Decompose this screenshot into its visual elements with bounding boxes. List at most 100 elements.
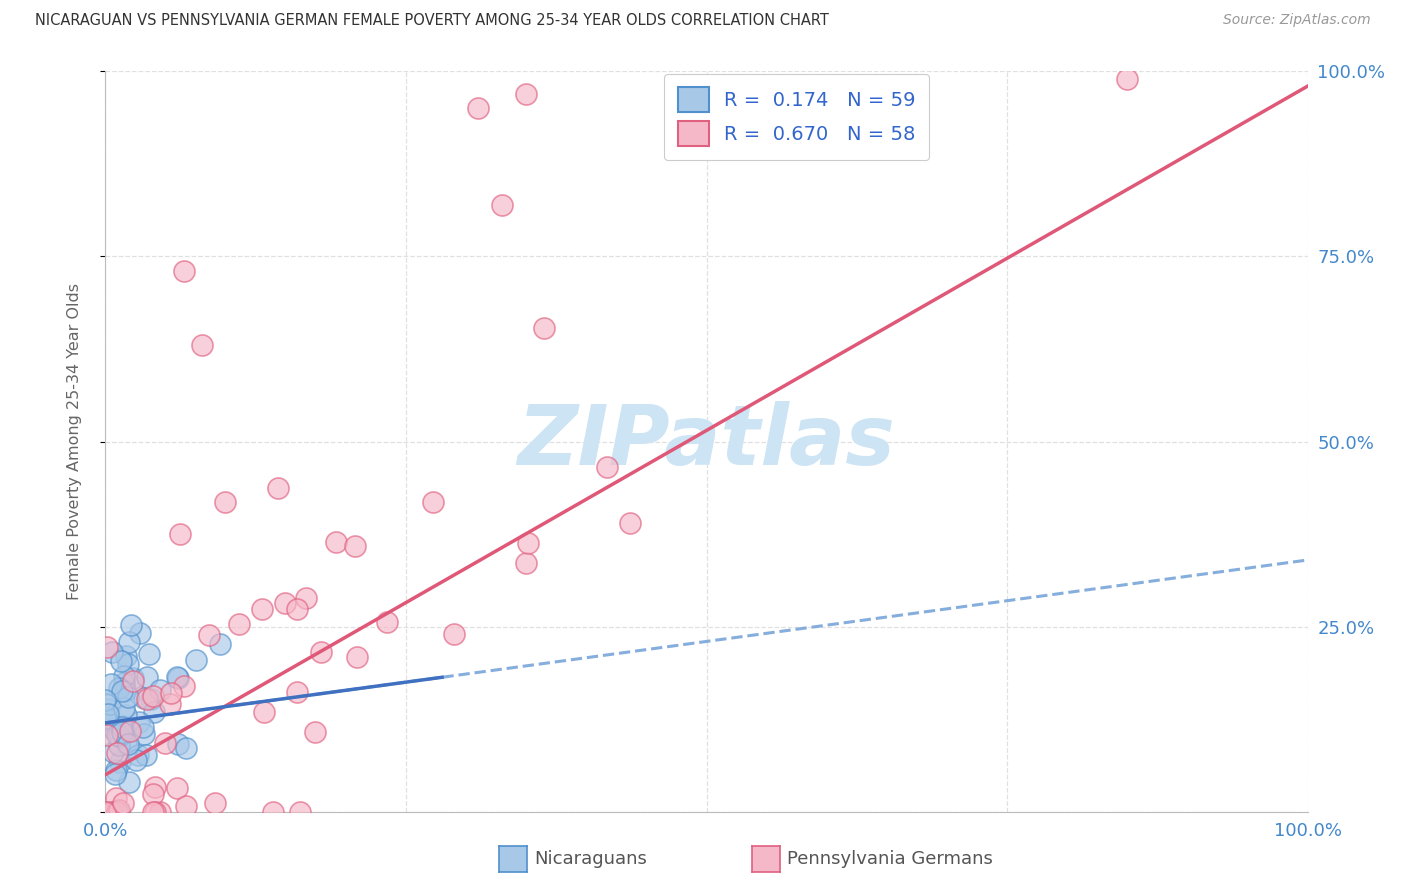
Point <box>174 741 197 756</box>
Point <box>136 670 159 684</box>
Point <box>169 527 191 541</box>
Point <box>117 657 139 671</box>
Point <box>166 670 188 684</box>
Point <box>100 805 122 819</box>
Point <box>190 338 212 352</box>
Point <box>111 720 134 734</box>
Text: NICARAGUAN VS PENNSYLVANIA GERMAN FEMALE POVERTY AMONG 25-34 YEAR OLDS CORRELATI: NICARAGUAN VS PENNSYLVANIA GERMAN FEMALE… <box>35 13 830 29</box>
Point <box>142 787 165 801</box>
Point <box>173 264 195 278</box>
Point <box>209 637 232 651</box>
Point <box>143 705 166 719</box>
Point <box>153 736 176 750</box>
Point <box>204 796 226 810</box>
Legend: R =  0.174   N = 59, R =  0.670   N = 58: R = 0.174 N = 59, R = 0.670 N = 58 <box>664 74 929 160</box>
Point <box>377 615 399 629</box>
Point <box>94 805 117 819</box>
Point <box>252 705 274 719</box>
Point <box>135 692 157 706</box>
Point <box>1116 71 1139 86</box>
Point <box>491 197 513 211</box>
Point <box>166 780 188 795</box>
Point <box>343 539 366 553</box>
Point <box>214 494 236 508</box>
Point <box>117 690 139 705</box>
Point <box>114 683 136 698</box>
Point <box>138 647 160 661</box>
Point <box>250 602 273 616</box>
Point <box>262 805 284 819</box>
Point <box>122 674 145 689</box>
Point <box>111 724 134 739</box>
Text: Nicaraguans: Nicaraguans <box>534 850 647 868</box>
Point <box>110 654 132 668</box>
Point <box>115 736 138 750</box>
Point <box>533 321 555 335</box>
Point <box>120 723 142 738</box>
Point <box>112 669 135 683</box>
Point <box>97 714 120 728</box>
Point <box>149 683 172 698</box>
Point <box>96 805 118 819</box>
Point <box>128 625 150 640</box>
Point <box>97 702 120 716</box>
Point <box>149 805 172 819</box>
Point <box>515 87 537 101</box>
Point <box>108 755 131 769</box>
Point <box>100 805 122 819</box>
Point <box>96 711 118 725</box>
Point <box>108 738 131 752</box>
Point <box>595 459 617 474</box>
Point <box>346 650 368 665</box>
Point <box>143 805 166 819</box>
Point <box>114 708 136 723</box>
Text: ZIPatlas: ZIPatlas <box>517 401 896 482</box>
Point <box>105 728 128 742</box>
Point <box>135 747 157 762</box>
Point <box>96 640 118 654</box>
Point <box>619 516 641 531</box>
Point <box>127 747 149 762</box>
Point <box>104 764 127 778</box>
Point <box>111 719 134 733</box>
Point <box>117 737 139 751</box>
Point <box>112 676 135 690</box>
Point <box>128 715 150 730</box>
Point <box>142 805 165 819</box>
Point <box>166 737 188 751</box>
Point <box>105 805 128 819</box>
Point <box>142 690 165 704</box>
Point <box>96 728 118 742</box>
Point <box>107 681 129 695</box>
Point <box>139 691 162 706</box>
Point <box>97 707 120 722</box>
Point <box>107 803 129 817</box>
Point <box>294 591 316 605</box>
Point <box>118 635 141 649</box>
Point <box>304 724 326 739</box>
Point <box>101 745 124 759</box>
Point <box>285 602 308 616</box>
Point <box>309 645 332 659</box>
Point <box>122 671 145 685</box>
Point <box>120 617 142 632</box>
Point <box>515 557 537 571</box>
Point <box>101 645 124 659</box>
Point <box>197 628 219 642</box>
Point <box>285 684 308 698</box>
Point <box>112 701 135 715</box>
Point <box>105 746 128 760</box>
Point <box>108 730 131 744</box>
Point <box>132 690 155 705</box>
Point <box>104 790 127 805</box>
Point <box>228 617 250 632</box>
Point <box>98 698 121 712</box>
Point <box>108 805 131 819</box>
Point <box>131 720 153 734</box>
Point <box>115 649 138 664</box>
Point <box>516 536 538 550</box>
Point <box>184 653 207 667</box>
Point <box>104 724 127 739</box>
Point <box>103 805 125 819</box>
Point <box>166 671 188 685</box>
